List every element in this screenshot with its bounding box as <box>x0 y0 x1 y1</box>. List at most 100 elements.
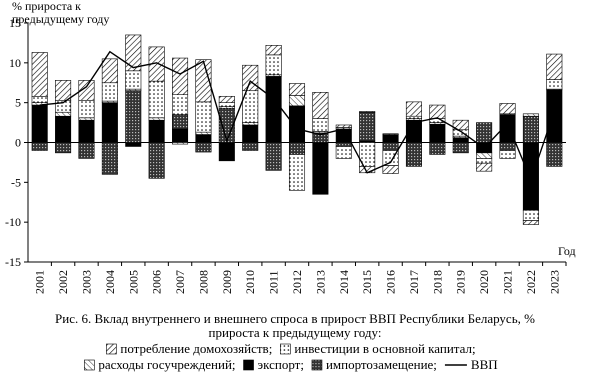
legend-label: потребление домохозяйств; <box>120 341 272 356</box>
legend-row: расходы госучреждений; экспорт; импортозам… <box>84 357 498 372</box>
bar-segment <box>55 111 72 117</box>
bar-segment <box>195 101 212 133</box>
bar-segment <box>172 128 189 143</box>
bar-segment <box>218 102 235 107</box>
x-tick-label: 2021 <box>501 270 515 294</box>
bar-segment <box>335 124 352 128</box>
bar-segment <box>405 142 422 167</box>
bar-segment <box>405 101 422 117</box>
x-tick-label: 2011 <box>267 270 281 294</box>
bar-segment <box>522 209 539 221</box>
bar-segment <box>172 57 189 96</box>
caption: прироста к предыдущему году: <box>209 325 382 340</box>
bar-segment <box>55 80 72 101</box>
bar-segment <box>546 142 563 167</box>
bar-segment <box>382 133 399 135</box>
bar-segment <box>429 104 446 119</box>
bar-segment <box>101 102 118 143</box>
x-tick-label: 2018 <box>430 270 444 294</box>
x-tick-label: 2023 <box>547 270 561 294</box>
legend-swatch <box>311 359 323 371</box>
bar-segment <box>242 124 259 143</box>
x-tick-label: 2009 <box>220 270 234 294</box>
bar-segment <box>288 154 306 191</box>
bar-segment <box>312 118 329 132</box>
bar-segment <box>195 134 212 143</box>
legend-swatch <box>84 359 95 371</box>
bar-segment <box>125 70 142 90</box>
bar-segment <box>265 54 282 76</box>
bar-segment <box>452 137 469 143</box>
bar-segment <box>78 119 95 143</box>
bar-segment <box>31 142 48 151</box>
bar-segment <box>218 95 235 103</box>
bar-segment <box>101 142 118 175</box>
x-tick-label: 2004 <box>103 270 117 294</box>
bar-segment <box>499 103 516 115</box>
bar-segment <box>242 122 259 126</box>
y-tick-label: 10 <box>9 56 21 70</box>
x-tick-label: 2022 <box>524 270 538 294</box>
bar-segment <box>288 83 306 96</box>
legend-swatch <box>243 359 254 371</box>
bar-segment <box>242 64 259 92</box>
bar-segment <box>125 142 142 147</box>
bar-segment <box>546 53 563 80</box>
x-tick-label: 2020 <box>477 270 491 294</box>
bar-segment <box>125 34 142 72</box>
bar-segment <box>359 111 376 113</box>
legend-label: расходы госучреждений; <box>98 357 235 372</box>
bar-segment <box>452 119 469 131</box>
x-tick-label: 2005 <box>126 270 140 294</box>
x-tick-label: 2012 <box>290 270 304 294</box>
bar-segment <box>148 119 165 143</box>
bar-segment <box>125 90 142 143</box>
x-tick-label: 2014 <box>337 270 351 294</box>
y-tick-label: -10 <box>5 215 21 229</box>
bar-segment <box>78 117 95 121</box>
bar-segment <box>195 131 212 135</box>
legend-swatch <box>280 343 291 355</box>
bar-segment <box>31 104 48 143</box>
bar-segment <box>288 95 306 107</box>
bar-segment <box>288 105 306 143</box>
bar-segment <box>148 80 165 119</box>
x-tick-label: 2017 <box>407 270 421 294</box>
bar-segment <box>312 92 329 119</box>
y-tick-label: -5 <box>11 175 21 189</box>
bar-segment <box>242 142 259 151</box>
bar-segment <box>101 82 118 102</box>
bar-segment <box>31 95 48 103</box>
legend-swatch <box>106 343 117 355</box>
bar-segment <box>382 142 399 151</box>
bar-segment <box>546 79 563 90</box>
bar-segment <box>55 115 72 143</box>
x-tick-label: 2015 <box>360 270 374 294</box>
bar-segment <box>195 142 212 153</box>
bar-segment <box>499 142 516 151</box>
legend-label: импортозамещение; <box>326 357 437 372</box>
bar-segment <box>335 146 352 159</box>
x-tick-label: 2010 <box>243 270 257 294</box>
legend-label: ВВП <box>471 357 498 372</box>
y-label: % прироста к предыдущему году <box>12 0 109 26</box>
bar-segment <box>78 99 95 119</box>
y-tick-label: -15 <box>5 255 21 269</box>
bar-segment <box>429 142 446 155</box>
bar-segment <box>312 142 329 195</box>
legend-row: потребление домохозяйств; инвестиции в ос… <box>106 341 476 356</box>
bar-segment <box>522 220 539 225</box>
bar-segment <box>522 113 539 117</box>
x-tick-label: 2006 <box>150 270 164 294</box>
bar-segment <box>522 115 539 143</box>
bar-segment <box>359 111 376 142</box>
bar-segment <box>546 89 563 143</box>
y-tick-label: 5 <box>15 96 21 110</box>
bar-segment <box>522 142 539 211</box>
x-tick-label: 2019 <box>454 270 468 294</box>
legend-label: экспорт; <box>258 357 304 372</box>
bar-segment <box>476 152 493 159</box>
x-tick-label: 2003 <box>79 270 93 294</box>
x-tick-label: 2001 <box>33 270 47 294</box>
